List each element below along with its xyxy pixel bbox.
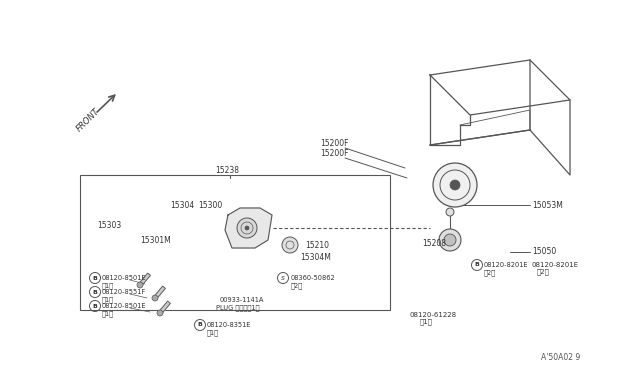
Text: B: B [93,289,97,295]
Circle shape [245,226,249,230]
Text: 08120-8351E: 08120-8351E [207,322,252,328]
Text: （1）: （1） [420,319,433,325]
Circle shape [444,234,456,246]
Circle shape [446,208,454,216]
Circle shape [439,229,461,251]
Text: 15053M: 15053M [532,201,563,209]
Text: 15303: 15303 [97,221,121,230]
Text: 08120-8501E: 08120-8501E [102,303,147,309]
Text: 15210: 15210 [305,241,329,250]
Text: （1）: （1） [102,311,114,317]
Text: 08120-61228: 08120-61228 [410,312,457,318]
Text: 08120-8501E: 08120-8501E [102,275,147,281]
Text: B: B [475,263,479,267]
Text: B: B [198,323,202,327]
Polygon shape [225,208,272,248]
Text: 15208: 15208 [422,238,446,247]
Text: 00933-1141A: 00933-1141A [220,297,264,303]
Text: FRONT: FRONT [75,107,102,133]
Circle shape [237,218,257,238]
Text: 15304: 15304 [170,201,195,209]
Text: 15304M: 15304M [300,253,331,263]
Text: （2）: （2） [291,283,303,289]
Text: B: B [93,276,97,280]
Text: 15300: 15300 [198,201,222,209]
Circle shape [282,237,298,253]
Text: S: S [281,276,285,280]
Text: 08120-8551F: 08120-8551F [102,289,146,295]
Circle shape [157,310,163,316]
Bar [80,175,390,310]
Circle shape [152,295,158,301]
Text: A'50A02 9: A'50A02 9 [541,353,580,362]
Text: 08120-8201E: 08120-8201E [532,262,579,268]
Text: （2）: （2） [537,269,550,275]
Polygon shape [154,286,165,299]
Text: 15238: 15238 [215,166,239,174]
Circle shape [433,163,477,207]
Polygon shape [139,273,150,286]
Text: 15050: 15050 [532,247,556,257]
Text: PLUG プラグ（1）: PLUG プラグ（1） [216,305,259,311]
Text: 08360-50862: 08360-50862 [291,275,336,281]
Text: （1）: （1） [207,330,219,336]
Text: （1）: （1） [102,283,114,289]
Text: （2）: （2） [484,270,496,276]
Text: 15301M: 15301M [140,235,171,244]
Polygon shape [159,301,170,314]
Text: 15200F: 15200F [320,138,349,148]
Text: 15200F: 15200F [320,148,349,157]
Circle shape [137,282,143,288]
Circle shape [450,180,460,190]
Text: 08120-8201E: 08120-8201E [484,262,529,268]
Text: B: B [93,304,97,308]
Text: （1）: （1） [102,297,114,303]
